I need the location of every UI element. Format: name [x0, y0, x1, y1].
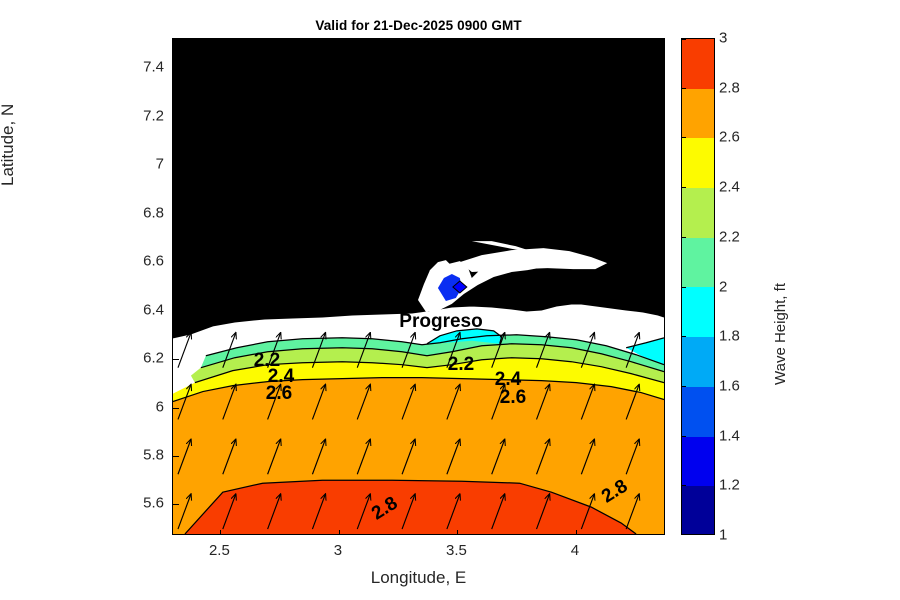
colorbar-band — [682, 436, 714, 487]
colorbar-title: Wave Height, ft — [772, 283, 789, 385]
x-tick-mark — [338, 530, 340, 534]
y-tick-label: 7 — [155, 155, 164, 173]
colorbar-tick-label: 1.6 — [719, 377, 740, 395]
contour-label: 2.4 — [267, 366, 295, 387]
y-tick-label: 7.2 — [143, 107, 164, 125]
colorbar-labels: 3 2.8 2.6 2.4 2.2 2 1.8 1.6 1.4 1.2 1 — [719, 30, 765, 544]
map-plot-area[interactable]: 2.2 2.4 2.6 2.2 2.4 2.6 2.8 2.8 Progreso — [172, 38, 665, 535]
colorbar-tick-label: 1.4 — [719, 427, 740, 445]
colorbar-tick-label: 2.8 — [719, 79, 740, 97]
colorbar-tick-label: 2.2 — [719, 228, 740, 246]
colorbar-tick-label: 3 — [719, 29, 728, 47]
band-2_4-2_6 — [173, 357, 664, 402]
contour-label: 2.4 — [494, 369, 522, 390]
map-canvas — [173, 39, 664, 534]
y-tick-label: 5.8 — [143, 446, 164, 464]
colorbar-band — [682, 337, 714, 387]
y-tick-mark — [173, 359, 179, 361]
colorbar-band — [682, 486, 714, 534]
contour-label: 2.2 — [253, 350, 281, 371]
colorbar-band — [682, 138, 714, 189]
contour-label: 2.6 — [265, 383, 293, 404]
colorbar-tick-label: 1.2 — [719, 476, 740, 494]
lagoon-shape — [424, 241, 572, 312]
y-tick-mark — [173, 262, 179, 264]
y-tick-mark — [173, 165, 179, 167]
y-tick-mark — [173, 407, 179, 409]
y-tick-mark — [173, 68, 179, 70]
colorbar[interactable] — [681, 38, 715, 535]
colorbar-band — [682, 237, 714, 288]
y-tick-label: 6 — [155, 398, 164, 415]
station-label-progreso: Progreso — [399, 311, 483, 332]
y-tick-mark — [173, 310, 179, 312]
colorbar-tick-label: 2.4 — [719, 178, 740, 196]
colorbar-band — [682, 188, 714, 238]
colorbar-band — [682, 386, 714, 437]
contour-label: 2.2 — [447, 354, 475, 375]
station-marker-progreso[interactable] — [452, 280, 468, 294]
colorbar-band — [682, 287, 714, 338]
x-axis-title: Longitude, E — [370, 568, 467, 587]
colorbar-tick-label: 1 — [719, 526, 728, 544]
y-tick-label: 6.6 — [143, 252, 164, 270]
y-axis-title: Latitude, N — [0, 104, 17, 186]
colorbar-band — [682, 88, 714, 139]
y-tick-label: 6.2 — [143, 349, 164, 367]
y-tick-mark — [173, 504, 179, 506]
band-1_8-2_0-progreso — [426, 328, 502, 344]
y-tick-label: 6.8 — [143, 204, 164, 222]
colorbar-tick-label: 2.6 — [719, 128, 740, 146]
contour-label: 2.6 — [499, 387, 527, 408]
colorbar-tick-label: 1.8 — [719, 327, 740, 345]
y-tick-mark — [173, 116, 179, 118]
colorbar-tick-label: 2 — [719, 278, 728, 295]
x-tick-mark — [220, 530, 222, 534]
y-axis-labels: 5.6 5.8 6 6.2 6.4 6.6 6.8 7 7.2 7.4 — [100, 38, 164, 535]
y-tick-label: 7.4 — [143, 58, 164, 76]
x-tick-mark — [575, 530, 577, 534]
colorbar-band — [682, 39, 714, 89]
sandbar-shape — [459, 248, 608, 273]
y-tick-mark — [173, 213, 179, 215]
band-2_2-2_4 — [190, 343, 664, 383]
coastline — [173, 303, 664, 339]
wind-vector-field — [177, 288, 639, 530]
y-tick-label: 6.4 — [143, 301, 164, 319]
x-tick-mark — [457, 530, 459, 534]
page-title: Valid for 21-Dec-2025 0900 GMT — [315, 18, 522, 33]
x-tick-label: 2.5 — [208, 542, 230, 559]
x-tick-label: 3.5 — [445, 542, 467, 559]
y-tick-label: 5.6 — [143, 494, 164, 512]
lagoon-water — [437, 274, 462, 301]
contour-lines — [173, 328, 664, 534]
band-1_8-2_0-east — [626, 337, 664, 365]
y-tick-mark — [173, 455, 179, 457]
band-2_0-2_2 — [200, 334, 664, 372]
x-tick-label: 4 — [570, 542, 580, 559]
x-axis-labels: 2.5 3 3.5 4 — [172, 540, 665, 564]
estuary-shape — [418, 260, 454, 312]
x-tick-label: 3 — [333, 542, 343, 559]
